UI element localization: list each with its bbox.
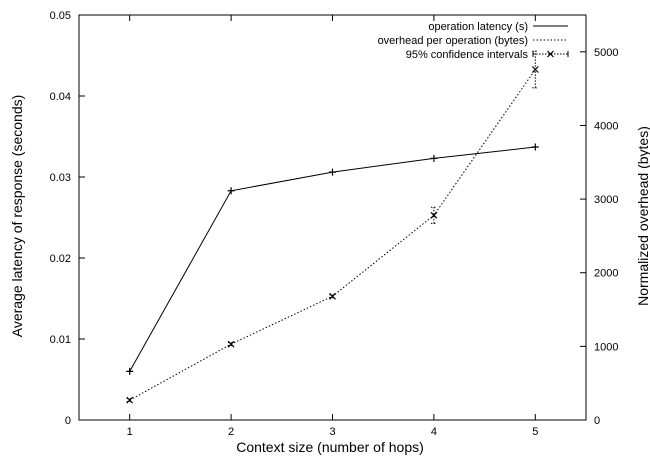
legend-swatch-ci-caps	[532, 51, 569, 57]
x-tick-label: 4	[431, 426, 437, 438]
y-right-tick-label: 2000	[594, 268, 618, 280]
data-point-marker	[227, 187, 235, 195]
legend-label: 95% confidence intervals	[406, 49, 529, 61]
legend-label: overhead per operation (bytes)	[378, 35, 528, 47]
x-tick-label: 1	[127, 426, 133, 438]
data-point-marker	[430, 211, 438, 219]
data-point-marker	[126, 367, 134, 375]
series	[126, 50, 539, 404]
y-right-tick-label: 4000	[594, 120, 618, 132]
y-left-tick-label: 0	[65, 415, 71, 427]
data-point-marker	[126, 396, 134, 404]
y-right-tick-label: 0	[594, 415, 600, 427]
y-left-tick-label: 0.02	[50, 253, 71, 265]
data-point-marker	[329, 168, 336, 176]
x-tick-label: 5	[532, 426, 538, 438]
confidence-interval	[430, 206, 437, 224]
y-axis-right-label: Normalized overhead (bytes)	[635, 126, 650, 306]
y-right-tick-label: 5000	[594, 47, 618, 59]
ticks: 1 2 3 4 5 0 0.01 0.02 0.03 0.04 0.05 0 1000 2000 3000 4…	[50, 10, 619, 438]
x-axis-label: Context size (number of hops)	[236, 439, 424, 455]
legend-swatch-ci-marker	[547, 50, 554, 58]
data-point-marker	[531, 143, 539, 151]
series-line-1	[129, 146, 536, 372]
y-right-tick-label: 3000	[594, 194, 618, 206]
plot-frame	[78, 14, 587, 421]
data-point-marker	[430, 154, 438, 162]
legend: operation latency (s) overhead per operat…	[378, 21, 569, 61]
y-left-tick-label: 0.03	[50, 172, 71, 184]
y-right-tick-label: 1000	[594, 341, 618, 353]
axes	[78, 14, 587, 421]
data-point-marker	[329, 292, 336, 300]
x-tick-label: 2	[228, 426, 234, 438]
data-point-marker	[531, 66, 539, 73]
y-left-tick-label: 0.04	[50, 91, 71, 103]
data-point-marker	[227, 340, 235, 348]
x-tick-label: 3	[329, 426, 335, 438]
y-left-tick-label: 0.05	[50, 10, 71, 22]
legend-label: operation latency (s)	[428, 21, 528, 33]
y-axis-left-label: Average latency of response (seconds)	[9, 95, 25, 338]
y-left-tick-label: 0.01	[50, 334, 71, 346]
series-line-2	[129, 69, 536, 401]
